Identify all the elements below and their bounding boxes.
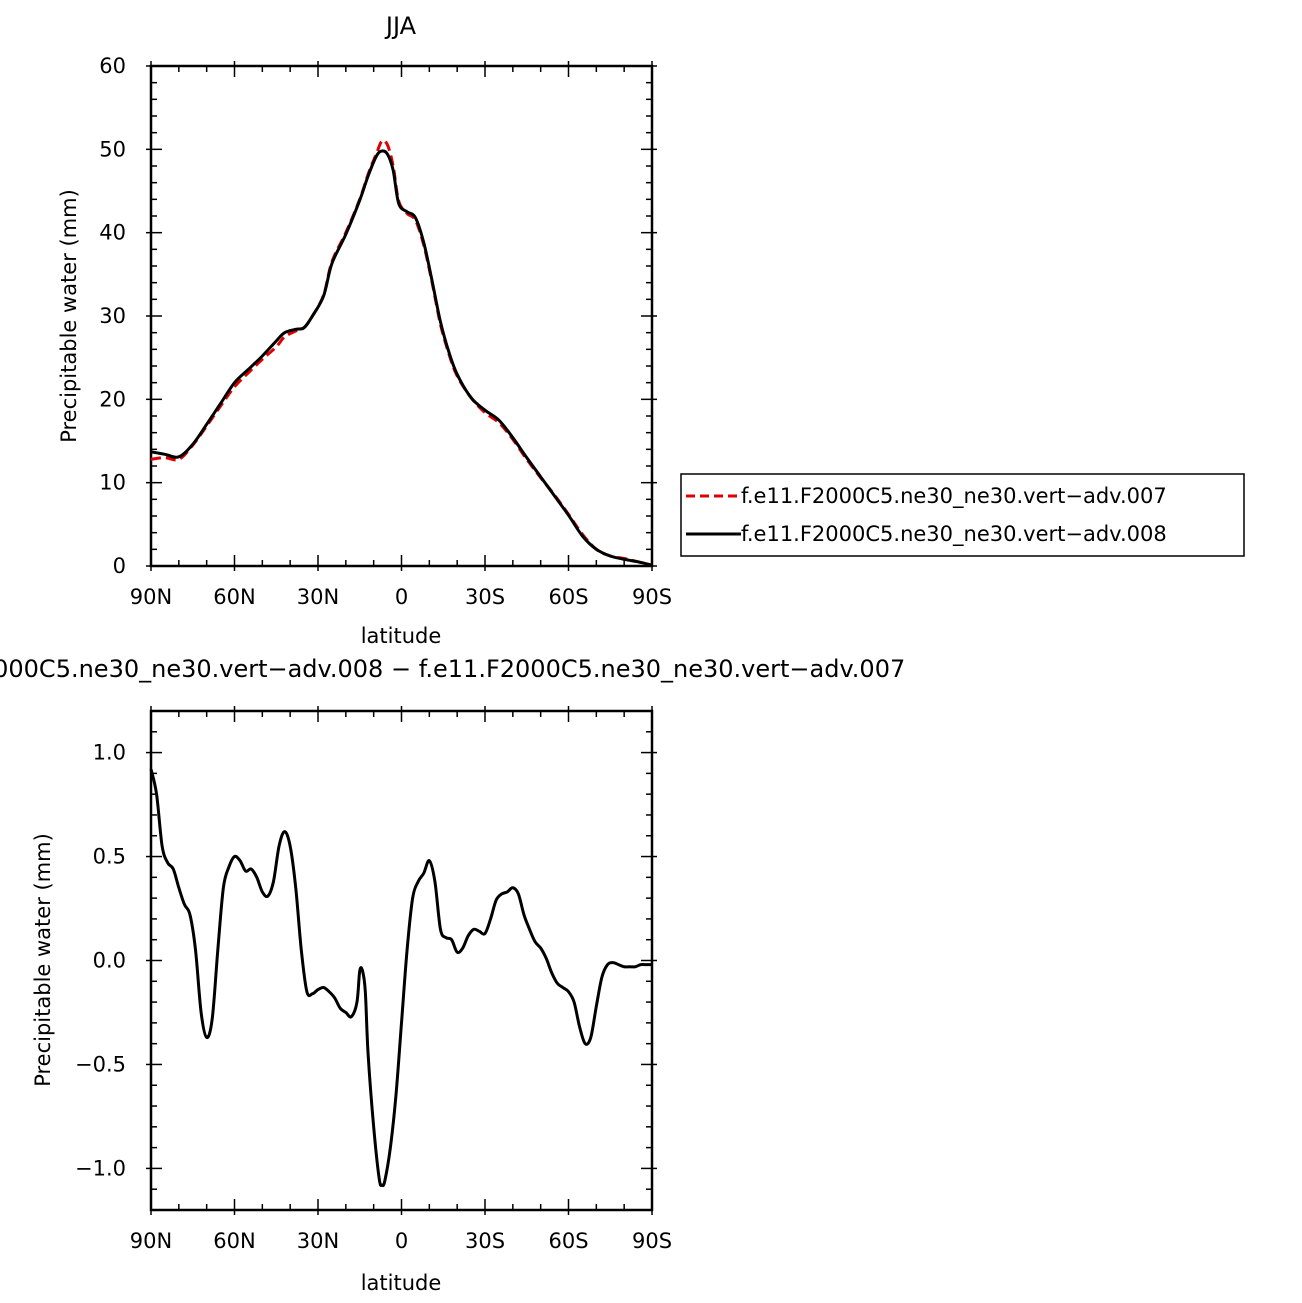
bottom-plot-frame xyxy=(149,709,654,1212)
bottom-y-axis-label: Precipitable water (mm) xyxy=(31,833,55,1087)
bottom-y-tick-label: 0.0 xyxy=(93,949,126,973)
top-y-tick-label: 50 xyxy=(99,137,126,161)
top-y-tick-label: 60 xyxy=(99,54,126,78)
top-x-tick-label: 60S xyxy=(548,585,588,609)
legend: f.e11.F2000C5.ne30_ne30.vert−adv.007 f.e… xyxy=(680,473,1245,557)
bottom-x-tick-label: 30N xyxy=(297,1229,339,1253)
bottom-y-tick-label: 1.0 xyxy=(93,741,126,765)
bottom-x-tick-label: 60S xyxy=(548,1229,588,1253)
top-x-tick-label: 60N xyxy=(213,585,255,609)
legend-box xyxy=(680,473,1245,557)
top-chart-title: JJA xyxy=(384,12,417,40)
top-series-line-2 xyxy=(150,149,653,567)
top-x-tick-label: 30S xyxy=(465,585,505,609)
top-y-axis-label: Precipitable water (mm) xyxy=(57,189,81,443)
bottom-y-tick-label: −0.5 xyxy=(75,1052,126,1076)
top-series-line-1 xyxy=(150,139,653,567)
bottom-y-tick-label: −1.0 xyxy=(75,1156,126,1180)
top-chart-panel: JJA 90N 60N 30N 0 30S 60S 90S 0 10 20 30 40 50 60 lat… xyxy=(57,12,672,648)
bottom-x-tick-label: 90S xyxy=(632,1229,672,1253)
legend-label-008: f.e11.F2000C5.ne30_ne30.vert−adv.008 xyxy=(741,522,1167,547)
top-y-tick-label: 40 xyxy=(99,221,126,245)
bottom-chart-panel: f.e11.F2000C5.ne30_ne30.vert−adv.008 − f… xyxy=(0,655,905,1295)
top-x-tick-label: 90N xyxy=(130,585,172,609)
bottom-chart-title: f.e11.F2000C5.ne30_ne30.vert−adv.008 − f… xyxy=(0,655,905,683)
top-y-tick-label: 10 xyxy=(99,471,126,495)
bottom-axis-ticks: 90N 60N 30N 0 30S 60S 90S −1.0 −0.5 0.0 0.5 1.0 xyxy=(75,706,672,1253)
bottom-x-tick-label: 90N xyxy=(130,1229,172,1253)
top-plot-frame xyxy=(149,64,654,568)
bottom-x-tick-label: 30S xyxy=(465,1229,505,1253)
bottom-x-axis-label: latitude xyxy=(361,1271,442,1295)
top-y-tick-label: 20 xyxy=(99,387,126,411)
bottom-series-group xyxy=(149,768,652,1188)
top-axis-ticks: 90N 60N 30N 0 30S 60S 90S 0 10 20 30 40 50 60 xyxy=(99,54,672,609)
top-x-tick-label: 30N xyxy=(297,585,339,609)
bottom-y-tick-label: 0.5 xyxy=(93,845,126,869)
top-series-group xyxy=(150,139,653,567)
bottom-x-tick-label: 0 xyxy=(395,1229,408,1253)
bottom-series-line-1 xyxy=(149,768,652,1188)
top-x-tick-label: 90S xyxy=(632,585,672,609)
legend-label-007: f.e11.F2000C5.ne30_ne30.vert−adv.007 xyxy=(741,484,1167,509)
top-y-tick-label: 30 xyxy=(99,304,126,328)
top-y-tick-label: 0 xyxy=(113,554,126,578)
top-x-axis-label: latitude xyxy=(361,624,442,648)
top-x-tick-label: 0 xyxy=(395,585,408,609)
bottom-x-tick-label: 60N xyxy=(213,1229,255,1253)
